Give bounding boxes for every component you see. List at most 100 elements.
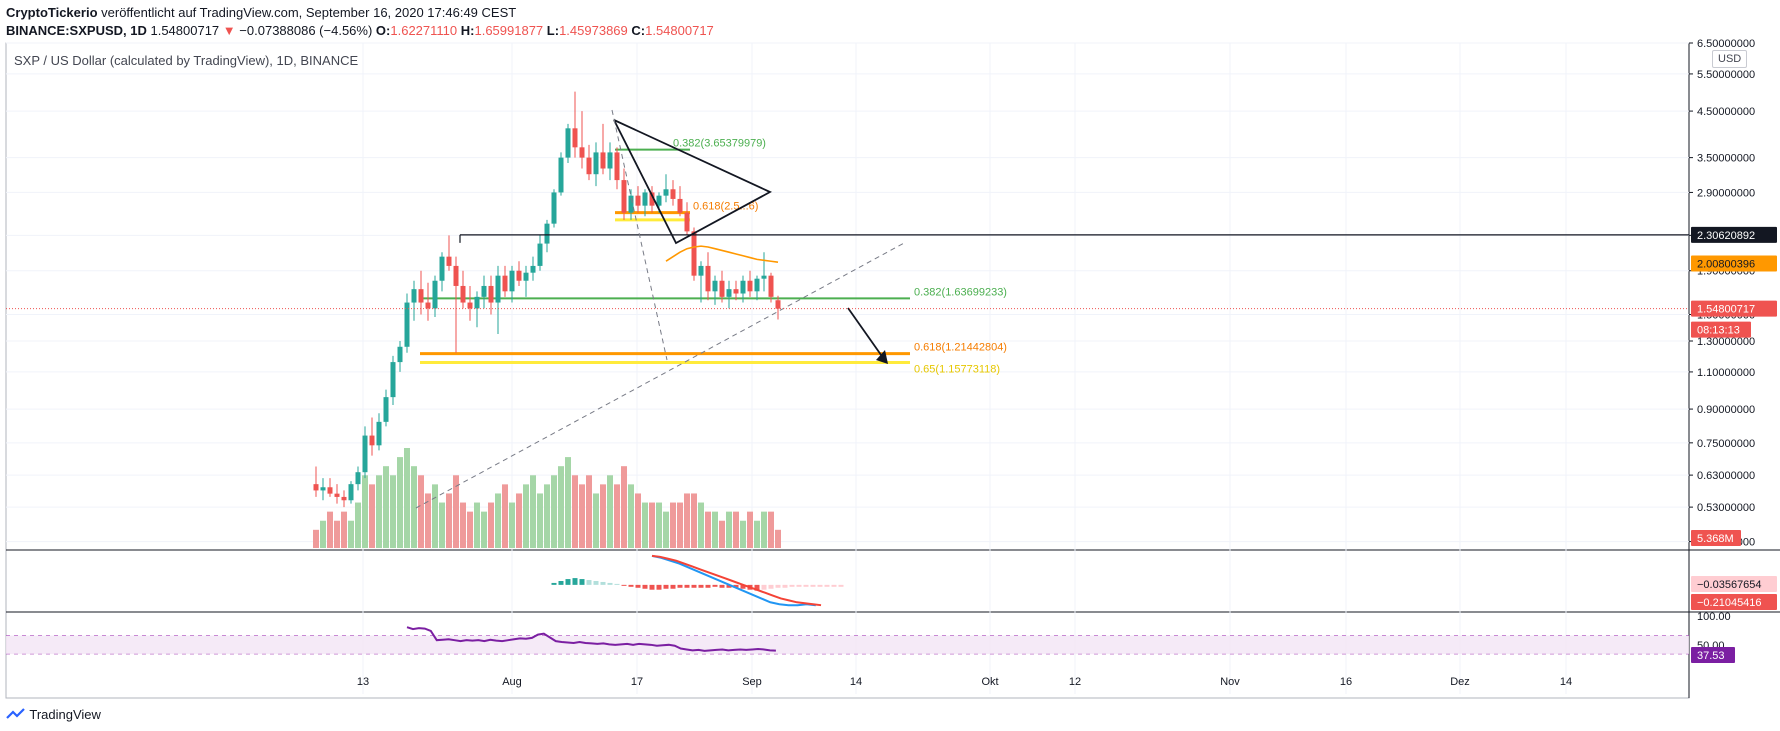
candle-body	[635, 195, 641, 206]
volume-bar	[698, 502, 704, 548]
close-label: C:	[631, 23, 646, 38]
volume-bar	[712, 511, 718, 548]
currency-button[interactable]: USD	[1712, 50, 1748, 68]
candle-body	[537, 243, 543, 266]
candle-body	[481, 285, 487, 297]
candle-body	[684, 212, 690, 232]
price-axis[interactable]: 6.50000000 5.50000000 4.50000000 3.50000000…	[1689, 38, 1755, 549]
rsi-band	[6, 635, 1689, 655]
volume-bar	[649, 502, 655, 548]
macd-histogram-bar	[768, 584, 774, 589]
y-tick-label: 0.75000000	[1697, 438, 1755, 450]
candle-body	[453, 265, 459, 286]
y-tick-label: 0.63000000	[1697, 470, 1755, 482]
tradingview-logo[interactable]: TradingView	[6, 707, 101, 722]
candle-body	[600, 152, 606, 169]
triangle-pattern	[613, 119, 773, 245]
candle-body	[621, 180, 627, 213]
x-tick-label: 13	[357, 676, 369, 688]
y-tick-label: 0.90000000	[1697, 404, 1755, 416]
volume-bar	[348, 520, 354, 548]
candle-body	[488, 285, 494, 303]
candle-body	[719, 280, 725, 297]
volume-bar	[747, 511, 753, 548]
candle-body	[768, 275, 774, 297]
x-tick-label: Dez	[1450, 676, 1470, 688]
volume-bar	[768, 511, 774, 548]
time-axis[interactable]: 13 Aug 17 Sep 14 Okt 12 Nov 16 Dez 14	[357, 676, 1572, 688]
volume-bar	[376, 475, 382, 548]
macd-histogram-bar	[817, 584, 823, 587]
chart-grid	[6, 42, 1780, 698]
volume-bar	[383, 466, 389, 548]
y-tick-label: 1.10000000	[1697, 367, 1755, 379]
volume-bar	[432, 484, 438, 548]
symbol-label: BINANCE:SXPUSD, 1D	[6, 23, 147, 38]
ohlc-line: BINANCE:SXPUSD, 1D 1.54800717 ▼ −0.07388…	[6, 22, 714, 40]
macd-histogram-bar	[733, 584, 739, 588]
macd-histogram-bar	[677, 584, 683, 588]
volume-bar	[460, 502, 466, 548]
macd-histogram-bar	[754, 584, 760, 591]
macd-histogram-bar	[719, 584, 725, 588]
candle-body	[649, 192, 655, 206]
countdown-label: 08:13:13	[1697, 325, 1740, 337]
fibonacci-levels: 0.382(1.63699233) 0.618(1.21442804) 0.65(1…	[420, 138, 1007, 375]
signal-line	[651, 554, 822, 607]
candle-body	[607, 152, 613, 169]
macd-histogram-bar	[642, 584, 648, 589]
fib-label: 0.618(2.5...6)	[693, 201, 758, 213]
volume-bar	[565, 457, 571, 548]
price-change: −0.07388086 (−4.56%)	[239, 23, 373, 38]
fib-label: 0.618(1.21442804)	[914, 342, 1007, 354]
macd-histogram-bar	[775, 584, 781, 588]
macd-histogram-bar	[761, 584, 767, 590]
volume-bar	[362, 475, 368, 548]
volume-bar	[558, 466, 564, 548]
x-tick-label: Okt	[981, 676, 998, 688]
volume-bar	[404, 448, 410, 548]
candle-body	[474, 296, 480, 309]
volume-bar	[544, 484, 550, 548]
volume-bar	[614, 484, 620, 548]
candle-body	[642, 192, 648, 206]
volume-bar	[740, 520, 746, 548]
candle-body	[383, 397, 389, 422]
volume-bar	[572, 475, 578, 548]
fib-label: 0.65(1.15773118)	[914, 363, 1000, 375]
volume-bar	[733, 511, 739, 548]
rsi-label-bg	[1691, 647, 1735, 663]
candle-body	[663, 189, 669, 196]
macd-histogram-bar	[565, 579, 571, 585]
candle-body	[747, 280, 753, 292]
candle-body	[411, 289, 417, 303]
macd-histogram-bar	[824, 584, 830, 587]
volume-bar	[334, 520, 340, 548]
macd-histogram-bar	[698, 584, 704, 588]
macd-signal-label: −0.21045416	[1697, 597, 1762, 609]
candle-body	[712, 280, 718, 292]
open-value: 1.62271110	[390, 23, 458, 38]
candle-body	[698, 265, 704, 276]
volume-bar	[355, 502, 361, 548]
publisher-name[interactable]: CryptoTickerio	[6, 5, 98, 20]
x-tick-label: 17	[631, 676, 643, 688]
x-tick-label: Nov	[1220, 676, 1240, 688]
trend-drawings	[415, 109, 1689, 509]
volume-bar	[320, 520, 326, 548]
macd-histogram-bar	[558, 581, 564, 585]
macd-histogram-bar	[635, 584, 641, 588]
candle-body	[565, 128, 571, 158]
macd-histogram-bar	[614, 583, 620, 585]
macd-line	[651, 554, 816, 607]
macd-hist-label-bg	[1691, 576, 1777, 592]
volume-bar	[390, 475, 396, 548]
candle-body	[348, 484, 354, 501]
chart-border	[5, 42, 1690, 699]
volume-bar	[670, 502, 676, 548]
candle-body	[551, 192, 557, 224]
candle-body	[614, 152, 620, 181]
volume-bar	[621, 466, 627, 548]
candle-body	[586, 157, 592, 175]
